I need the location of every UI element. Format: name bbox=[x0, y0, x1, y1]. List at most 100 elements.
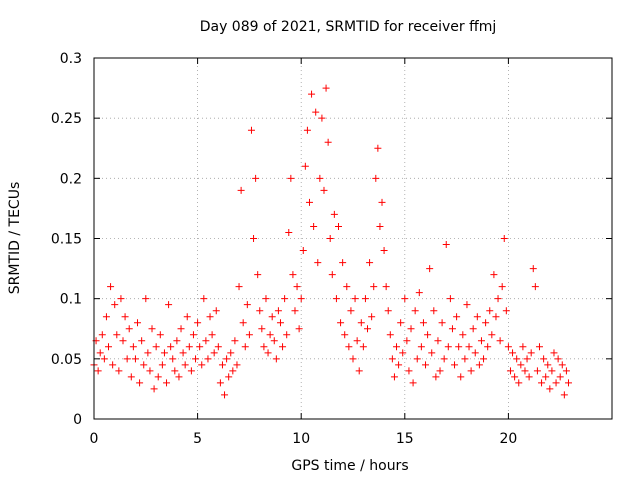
data-point bbox=[480, 355, 488, 363]
data-point bbox=[451, 361, 459, 369]
data-point bbox=[241, 343, 249, 351]
data-point bbox=[486, 307, 494, 315]
data-point bbox=[227, 349, 235, 357]
data-point bbox=[256, 307, 264, 315]
y-tick-label: 0.3 bbox=[60, 51, 82, 67]
data-point bbox=[444, 343, 452, 351]
data-point bbox=[461, 355, 469, 363]
x-tick-label: 15 bbox=[396, 431, 414, 447]
data-point bbox=[94, 367, 102, 375]
data-point bbox=[560, 391, 568, 399]
data-point bbox=[525, 373, 533, 381]
data-point bbox=[341, 331, 349, 339]
data-point bbox=[171, 367, 179, 375]
data-point bbox=[131, 355, 139, 363]
data-point bbox=[533, 367, 541, 375]
data-point bbox=[196, 343, 204, 351]
data-point bbox=[411, 307, 419, 315]
data-point bbox=[167, 343, 175, 351]
data-point bbox=[264, 349, 272, 357]
data-point bbox=[415, 289, 423, 297]
data-point bbox=[527, 349, 535, 357]
data-point bbox=[386, 331, 394, 339]
data-point bbox=[399, 349, 407, 357]
y-tick-label: 0.25 bbox=[51, 111, 82, 127]
x-tick-label: 0 bbox=[90, 431, 99, 447]
data-point bbox=[324, 138, 332, 146]
data-point bbox=[347, 307, 355, 315]
data-point bbox=[384, 307, 392, 315]
data-point bbox=[312, 108, 320, 116]
data-point bbox=[554, 355, 562, 363]
data-point bbox=[382, 283, 390, 291]
data-point bbox=[270, 337, 278, 345]
data-point bbox=[113, 331, 121, 339]
data-point bbox=[272, 355, 280, 363]
data-point bbox=[558, 361, 566, 369]
data-point bbox=[506, 367, 514, 375]
data-point bbox=[279, 343, 287, 351]
data-point bbox=[107, 283, 115, 291]
data-point bbox=[175, 373, 183, 381]
data-point bbox=[260, 343, 268, 351]
data-point bbox=[552, 379, 560, 387]
data-point bbox=[438, 319, 446, 327]
data-point bbox=[198, 361, 206, 369]
data-point bbox=[276, 319, 284, 327]
data-point bbox=[314, 259, 322, 267]
data-point bbox=[229, 367, 237, 375]
data-point bbox=[390, 373, 398, 381]
data-point bbox=[475, 361, 483, 369]
data-point bbox=[544, 361, 552, 369]
data-point bbox=[388, 355, 396, 363]
data-point bbox=[494, 295, 502, 303]
data-point bbox=[221, 391, 229, 399]
data-point bbox=[158, 361, 166, 369]
data-point bbox=[305, 198, 313, 206]
x-tick-label: 20 bbox=[499, 431, 517, 447]
data-point bbox=[440, 355, 448, 363]
data-point bbox=[105, 343, 113, 351]
data-point bbox=[250, 235, 258, 242]
data-point bbox=[218, 361, 226, 369]
data-point bbox=[100, 355, 108, 363]
data-point bbox=[216, 379, 224, 387]
data-point bbox=[434, 337, 442, 345]
data-point bbox=[546, 385, 554, 393]
data-point bbox=[351, 295, 359, 303]
data-point bbox=[519, 343, 527, 351]
data-point bbox=[140, 361, 148, 369]
data-point bbox=[465, 343, 473, 351]
data-point bbox=[295, 325, 303, 333]
data-point bbox=[258, 325, 266, 333]
data-point bbox=[334, 222, 342, 230]
data-point bbox=[330, 210, 338, 218]
data-point bbox=[208, 331, 216, 339]
data-point bbox=[380, 247, 388, 255]
data-point bbox=[125, 325, 133, 333]
data-point bbox=[187, 367, 195, 375]
data-point bbox=[177, 325, 185, 333]
data-point bbox=[455, 343, 463, 351]
axis-ticks: 0 0.05 0.1 0.15 0.2 0.25 0.3 0 5 10 15 20 bbox=[51, 51, 612, 447]
data-point bbox=[297, 295, 305, 303]
data-point bbox=[562, 367, 570, 375]
data-point bbox=[154, 373, 162, 381]
y-tick-label: 0.15 bbox=[51, 232, 82, 248]
data-point bbox=[550, 349, 558, 357]
data-point bbox=[291, 307, 299, 315]
data-point bbox=[500, 235, 508, 242]
data-point bbox=[142, 295, 150, 303]
data-point bbox=[401, 295, 409, 303]
data-point bbox=[121, 313, 129, 321]
data-point bbox=[556, 373, 564, 381]
grid-lines bbox=[94, 58, 612, 419]
data-point bbox=[127, 373, 135, 381]
data-point bbox=[515, 379, 523, 387]
data-point bbox=[183, 313, 191, 321]
data-point bbox=[366, 259, 374, 267]
data-point bbox=[223, 355, 231, 363]
data-point bbox=[310, 222, 318, 230]
data-point bbox=[403, 337, 411, 345]
data-point bbox=[266, 331, 274, 339]
